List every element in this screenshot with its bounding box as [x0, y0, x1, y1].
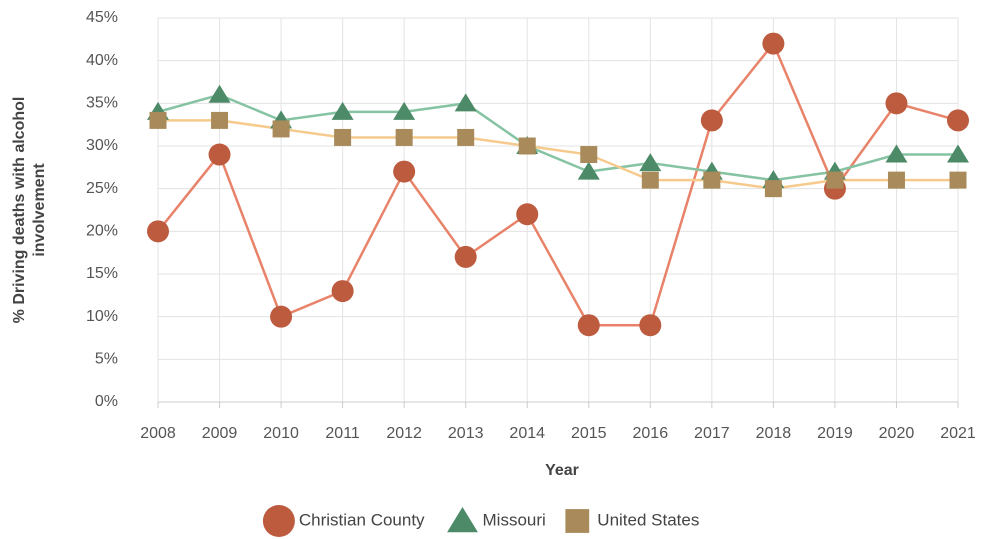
legend-marker	[447, 507, 478, 533]
y-axis-title: % Driving deaths with alcohol	[11, 97, 28, 324]
point	[639, 314, 662, 337]
point	[826, 171, 844, 189]
y-tick-label: 40%	[86, 52, 118, 69]
y-axis-title: involvement	[31, 163, 48, 257]
x-axis-title: Year	[545, 462, 579, 479]
series-line	[157, 41, 959, 327]
legend-label: United States	[597, 510, 699, 529]
point	[885, 92, 908, 115]
x-tick-label: 2019	[817, 425, 853, 442]
legend-label: Christian County	[299, 510, 425, 529]
x-tick-label: 2018	[756, 425, 792, 442]
y-tick-label: 45%	[86, 9, 118, 26]
point	[516, 203, 539, 226]
x-tick-label: 2016	[633, 425, 669, 442]
series-line	[157, 93, 958, 182]
grid	[157, 17, 959, 403]
point	[272, 120, 290, 138]
point	[457, 128, 475, 146]
point	[393, 160, 416, 183]
point	[580, 146, 598, 164]
y-tick-label: 10%	[86, 308, 118, 325]
point	[762, 32, 785, 55]
x-tick-label: 2008	[140, 425, 176, 442]
series-line	[158, 119, 958, 190]
x-tick-label: 2010	[263, 425, 299, 442]
point	[947, 144, 969, 163]
point	[641, 171, 659, 189]
point	[947, 109, 969, 132]
y-tick-label: 0%	[95, 393, 118, 410]
point	[334, 128, 352, 146]
y-tick-label: 5%	[95, 351, 118, 368]
y-tick-label: 25%	[86, 180, 118, 197]
x-tick-label: 2013	[448, 425, 484, 442]
point	[764, 180, 782, 198]
point	[331, 280, 354, 303]
point	[208, 143, 231, 166]
point	[393, 101, 416, 120]
point	[577, 161, 600, 180]
point	[887, 171, 905, 189]
point	[639, 153, 662, 172]
point	[149, 111, 167, 129]
legend-marker	[565, 509, 590, 533]
x-tick-label: 2020	[879, 425, 915, 442]
x-tick-label: 2012	[386, 425, 422, 442]
x-tick-label: 2014	[509, 425, 545, 442]
point	[885, 144, 908, 163]
point	[454, 245, 477, 268]
y-tick-label: 15%	[86, 265, 118, 282]
point	[270, 305, 293, 328]
point	[700, 109, 723, 132]
point	[331, 101, 354, 120]
x-tick-label: 2021	[940, 425, 976, 442]
point	[577, 314, 600, 337]
y-tick-label: 30%	[86, 137, 118, 154]
y-tick-label: 35%	[86, 95, 118, 112]
point	[703, 171, 721, 189]
point	[518, 137, 536, 155]
x-tick-label: 2011	[325, 425, 360, 442]
x-tick-label: 2017	[694, 425, 730, 442]
point	[395, 128, 413, 146]
point	[211, 111, 229, 129]
x-tick-label: 2015	[571, 425, 607, 442]
point	[208, 84, 231, 103]
point	[949, 171, 967, 189]
legend-marker	[262, 505, 295, 537]
point	[147, 220, 169, 243]
legend-label: Missouri	[483, 510, 546, 529]
y-tick-label: 20%	[86, 223, 118, 240]
x-tick-label: 2009	[202, 425, 238, 442]
point	[454, 93, 477, 112]
